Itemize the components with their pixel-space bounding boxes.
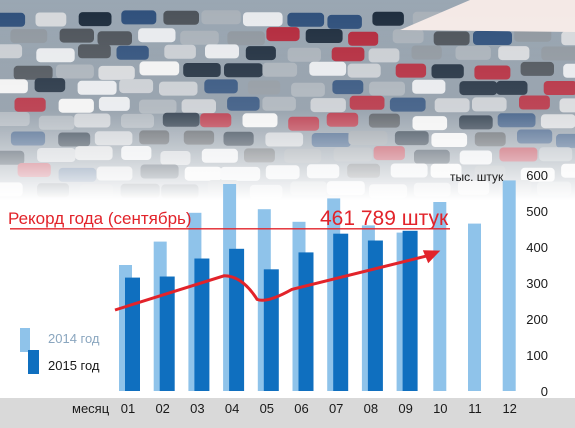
y-tick-label: 300 [526,276,548,291]
trend-arrow-line [114,254,429,312]
bar-2015 [159,276,175,391]
y-tick-label: 400 [526,240,548,255]
bar-2015 [229,248,245,391]
car-lot-photo [0,0,575,200]
trend-arrow-head [422,250,441,264]
bar-2014 [502,180,516,391]
bar-2015 [402,230,418,391]
bar-2015 [298,252,314,391]
x-tick-label: 09 [398,401,412,416]
series-2015-bars [125,230,418,391]
x-tick-label: 04 [225,401,239,416]
legend-label-2015: 2015 год [48,358,100,373]
x-tick-label: 07 [329,401,343,416]
y-tick-label: 100 [526,348,548,363]
bar-2015 [367,240,383,391]
x-tick-label: 06 [294,401,308,416]
y-tick-label: 500 [526,204,548,219]
legend: 2014 год 2015 год [20,328,100,374]
bar-2015 [263,269,279,391]
y-tick-label: 0 [541,384,548,399]
bar-2015 [125,277,140,391]
record-value: 461 789 штук [320,207,449,230]
x-tick-labels: 01 02 03 04 05 06 07 08 09 10 11 12 [121,401,517,416]
legend-swatch-2015 [28,350,39,374]
x-tick-label: 10 [433,401,447,416]
bar-2014 [433,202,447,391]
bar-2014 [468,223,481,391]
x-tick-label: 01 [121,401,135,416]
unit-label: тыс. штук [450,170,504,184]
y-tick-labels: 0 100 200 300 400 500 600 [526,168,548,399]
legend-swatch-2014 [20,328,30,352]
x-tick-label: 11 [468,401,482,416]
x-tick-label: 12 [502,401,516,416]
y-tick-label: 200 [526,312,548,327]
bar-2015 [194,258,210,391]
x-tick-label: 03 [190,401,204,416]
y-tick-label: 600 [526,168,548,183]
legend-label-2014: 2014 год [48,331,100,346]
x-axis-band [0,398,575,428]
x-tick-label: 08 [364,401,378,416]
bar-2015 [333,233,349,391]
x-tick-label: 05 [260,401,274,416]
record-label: Рекорд года (сентябрь) [8,209,192,228]
x-axis-label: месяц [72,401,110,416]
x-tick-label: 02 [155,401,169,416]
